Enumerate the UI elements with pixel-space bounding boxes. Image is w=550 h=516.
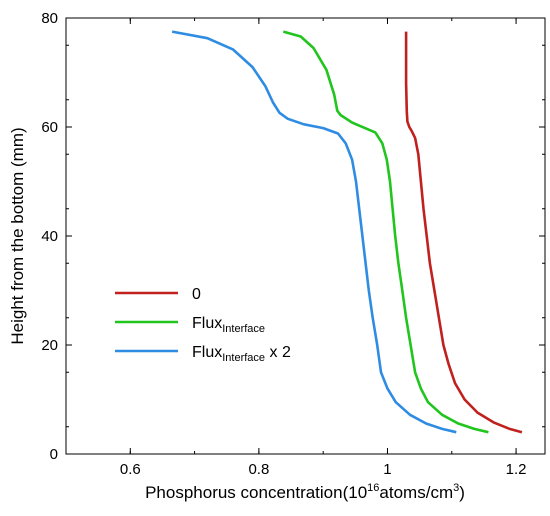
x-axis-title-unit: atoms/cm xyxy=(379,483,453,502)
legend-entry-0: 0 xyxy=(192,286,201,303)
x-axis-title: Phosphorus concentration(1016atoms/cm3) xyxy=(145,482,465,502)
legend-entry-flux-interface: FluxInterface xyxy=(192,315,265,335)
plot-frame xyxy=(65,17,546,455)
x-tick-label: 0.6 xyxy=(120,461,141,478)
legend: 0 FluxInterface FluxInterface x 2 xyxy=(115,286,291,364)
series-layer xyxy=(171,30,523,434)
y-tick-label: 20 xyxy=(41,337,58,354)
y-tick-label: 60 xyxy=(41,119,58,136)
legend-entry-flux-interface-x2: FluxInterface x 2 xyxy=(192,344,291,364)
plot-border xyxy=(65,17,546,455)
x-tick-label: 1 xyxy=(383,461,391,478)
x-tick-label: 1.2 xyxy=(506,461,527,478)
x-axis-title-exponent: 16 xyxy=(367,482,379,494)
y-tick-label: 40 xyxy=(41,228,58,245)
x-tick-label: 0.8 xyxy=(248,461,269,478)
x-axis-title-end: ) xyxy=(459,483,465,502)
y-tick-label: 80 xyxy=(41,10,58,27)
x-axis-ticks: 0.6 0.8 1 1.2 xyxy=(65,18,527,478)
y-axis-title: Height from the bottom (mm) xyxy=(8,127,27,344)
y-tick-label: 0 xyxy=(50,446,58,463)
x-axis-title-main: Phosphorus concentration(10 xyxy=(145,483,367,502)
x-axis-title-unit-exponent: 3 xyxy=(453,482,459,494)
y-axis-ticks: 0 20 40 60 80 xyxy=(41,10,545,463)
series-line-0 xyxy=(404,31,523,434)
series-line-flux-interface xyxy=(282,30,489,434)
series-line-flux-interface-x2 xyxy=(171,30,457,434)
